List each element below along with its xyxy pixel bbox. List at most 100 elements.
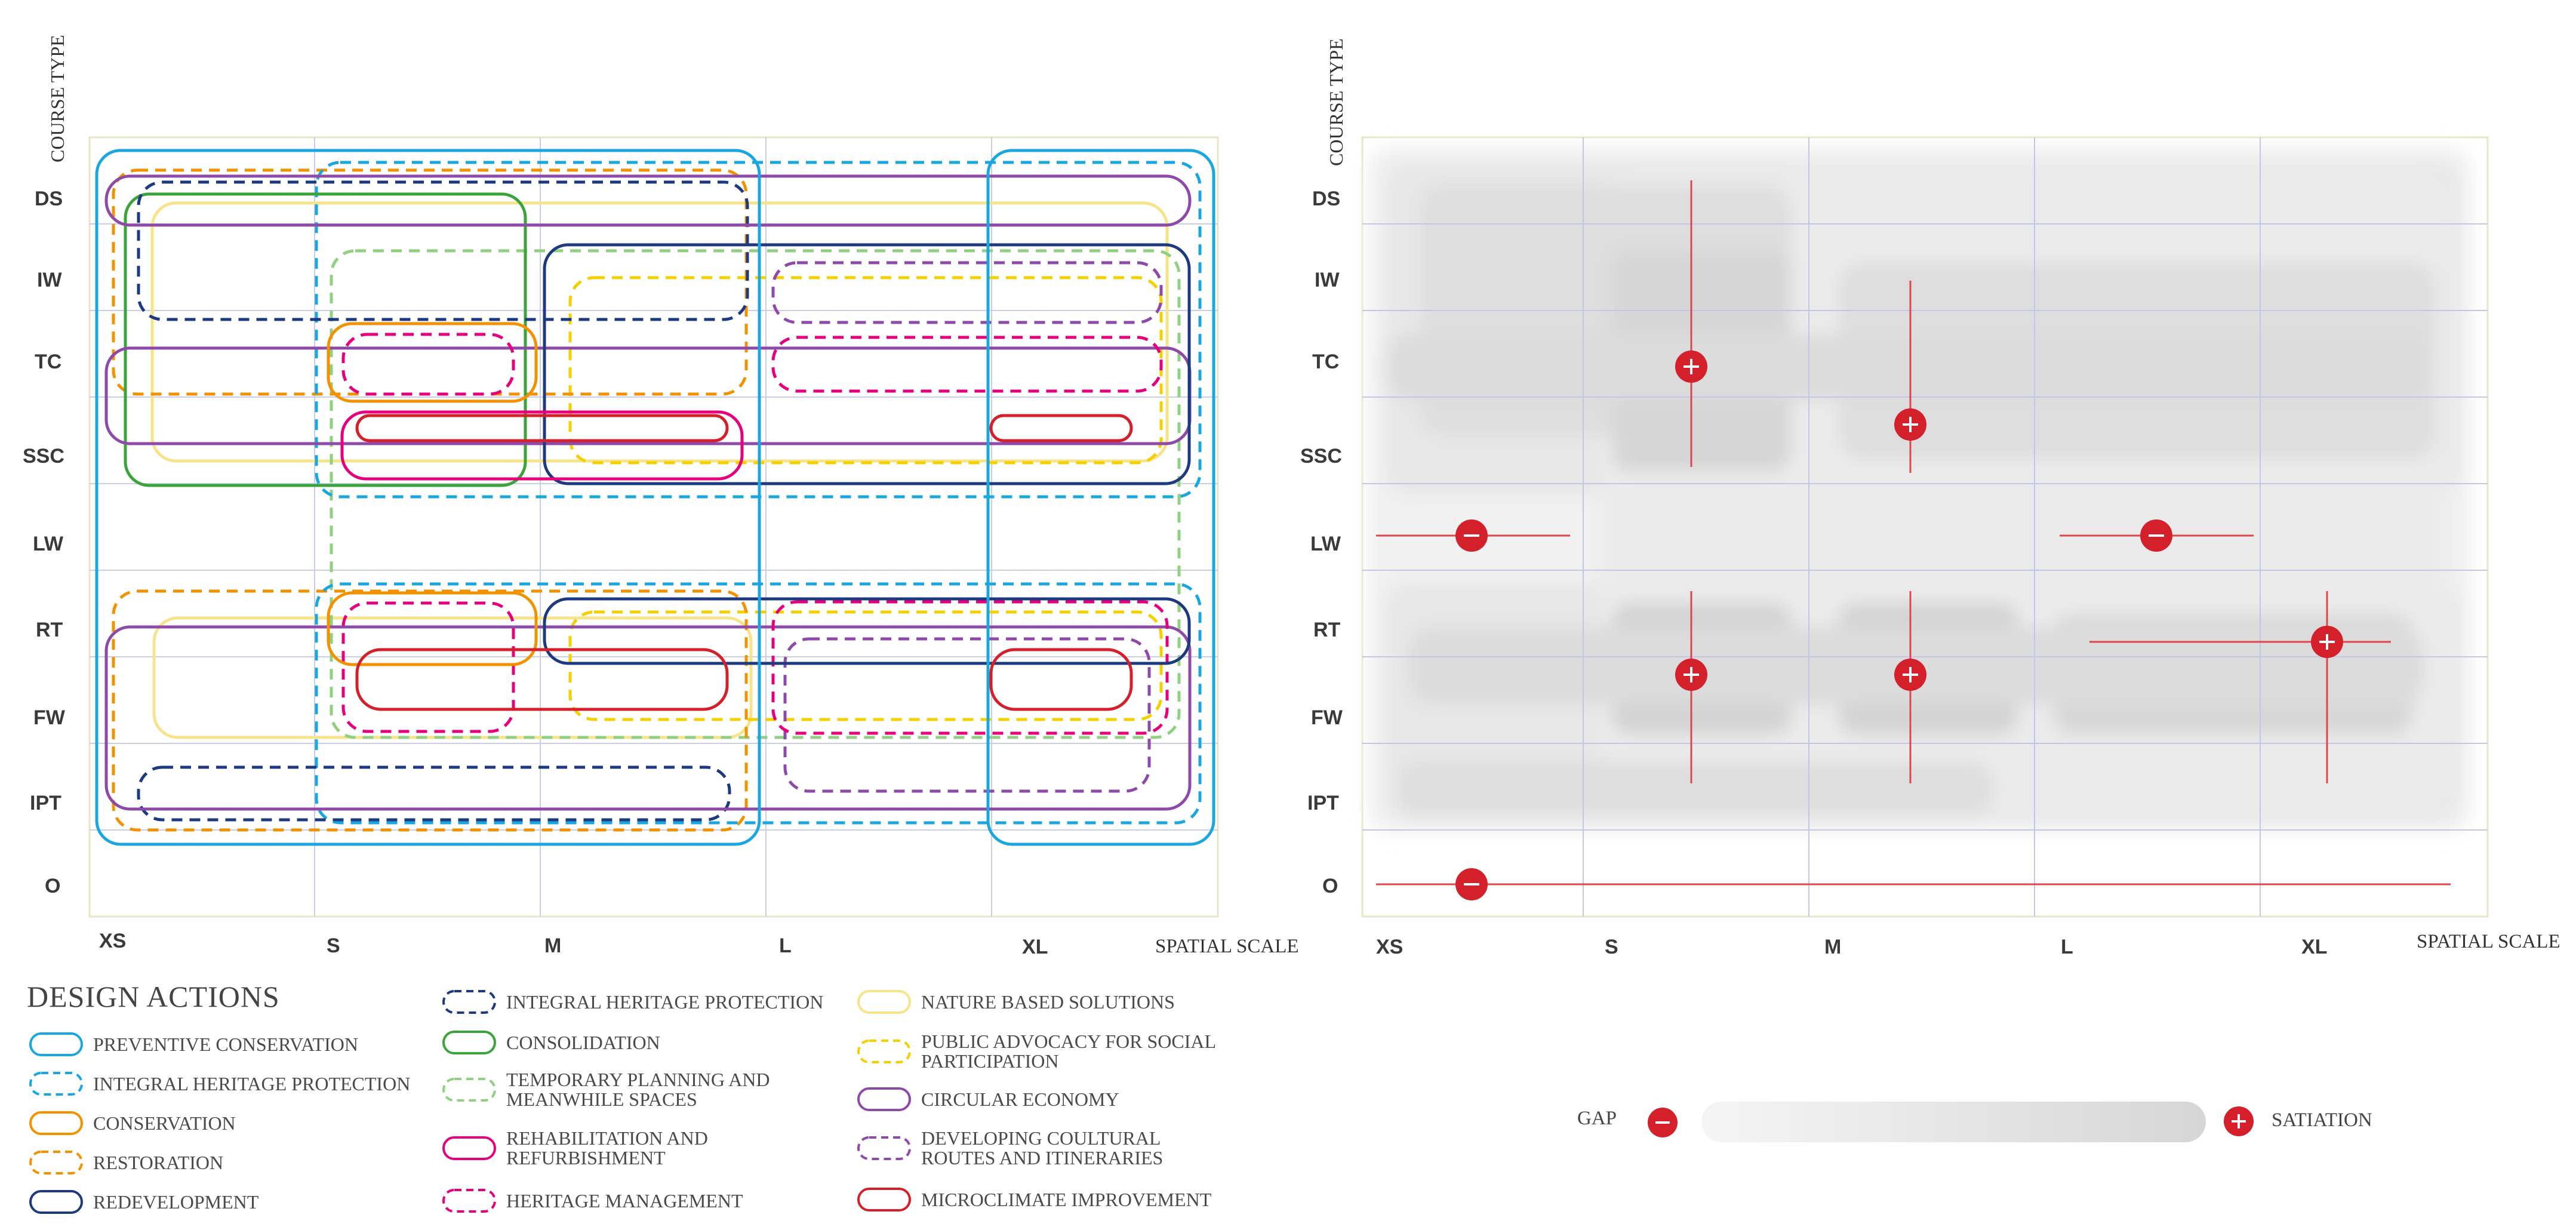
right-x-tick: S	[1605, 936, 1618, 958]
legend-label: HERITAGE MANAGEMENT	[506, 1189, 743, 1211]
shape-conservation	[327, 322, 538, 403]
left-y-tick: TC	[35, 350, 62, 373]
legend-label: INTEGRAL HERITAGE PROTECTION	[506, 991, 824, 1013]
legend-swatch	[442, 990, 496, 1014]
shape-integral-heritage-navy	[137, 180, 749, 321]
design-action-shapes	[95, 149, 1215, 846]
legend-item: RESTORATION	[29, 1150, 223, 1175]
legend-label: PUBLIC ADVOCACY FOR SOCIAL PARTICIPATION	[921, 1031, 1215, 1072]
legend-item: REDEVELOPMENT	[29, 1189, 258, 1214]
right-y-tick: IPT	[1307, 792, 1339, 814]
shape-heritage-mgmt-tc2	[341, 333, 515, 396]
right-y-tick: FW	[1311, 706, 1343, 729]
satiation-marker	[1675, 350, 1707, 383]
legend-label: DEVELOPING COULTURAL ROUTES AND ITINERAR…	[921, 1127, 1164, 1168]
shape-redevelopment	[543, 243, 1191, 485]
legend-label: CONSOLIDATION	[506, 1031, 660, 1053]
legend-item: PUBLIC ADVOCACY FOR SOCIAL PARTICIPATION	[857, 1032, 1220, 1071]
legend-item: MICROCLIMATE IMPROVEMENT	[857, 1187, 1211, 1212]
left-y-tick: IW	[37, 269, 62, 291]
gap-label: GAP	[1577, 1108, 1617, 1129]
satiation-legend-marker	[2224, 1106, 2254, 1136]
left-y-tick: RT	[36, 619, 63, 641]
left-x-tick: S	[327, 934, 340, 957]
legend-swatch	[29, 1072, 83, 1096]
shape-preventive-conservation	[95, 149, 761, 846]
gap-marker	[1455, 519, 1488, 552]
right-y-tick: IW	[1315, 269, 1340, 291]
legend-label: REDEVELOPMENT	[93, 1191, 259, 1213]
markers	[1455, 350, 2343, 900]
legend-title: DESIGN ACTIONS	[27, 980, 280, 1013]
legend-item: PREVENTIVE CONSERVATION	[29, 1032, 358, 1057]
legend-item: REHABILITATION AND REFURBISHMENT	[442, 1128, 757, 1168]
gap-marker	[1455, 868, 1488, 900]
legend-swatch	[29, 1190, 83, 1214]
legend-label: TEMPORARY PLANNING AND MEANWHILE SPACES	[506, 1069, 770, 1110]
shape-heritage-mgmt-rt	[341, 601, 515, 733]
shape-public-advocacy-2	[568, 610, 1163, 721]
right-y-tick: RT	[1313, 619, 1341, 641]
legend-item: HERITAGE MANAGEMENT	[442, 1188, 743, 1213]
satiation-label: SATIATION	[2272, 1109, 2372, 1131]
gap-legend-marker	[1648, 1108, 1678, 1137]
right-y-tick: O	[1322, 875, 1338, 897]
left-y-tick: SSC	[23, 445, 64, 468]
legend-swatch	[857, 990, 911, 1014]
right-x-tick: XL	[2301, 936, 2328, 958]
left-y-axis-title: COURSE TYPE	[47, 35, 68, 162]
shape-routes-iw	[771, 261, 1163, 324]
legend-item: INTEGRAL HERITAGE PROTECTION	[442, 989, 823, 1014]
left-x-tick: XL	[1022, 936, 1048, 958]
legend-swatch	[29, 1032, 83, 1056]
shape-microclimate-3	[355, 648, 729, 711]
legend-swatch	[857, 1040, 911, 1063]
left-x-tick: M	[544, 934, 562, 957]
legend-swatch	[857, 1087, 911, 1111]
legend-item: CIRCULAR ECONOMY	[857, 1087, 1119, 1112]
legend-item: DEVELOPING COULTURAL ROUTES AND ITINERAR…	[857, 1128, 1196, 1168]
legend-label: NATURE BASED SOLUTIONS	[921, 991, 1175, 1013]
right-grid	[1362, 137, 2488, 917]
shape-microclimate-2	[989, 414, 1133, 442]
shape-preventive-conservation-2	[986, 149, 1215, 846]
left-y-tick: FW	[33, 706, 65, 729]
shape-routes-rt	[783, 637, 1151, 793]
left-chart-frame	[88, 136, 1219, 918]
legend-item: TEMPORARY PLANNING AND MEANWHILE SPACES	[442, 1070, 817, 1109]
legend-swatch	[442, 1189, 496, 1213]
shape-consolidation	[124, 192, 527, 487]
shape-redevelopment-2	[543, 597, 1191, 665]
legend-swatch	[442, 1078, 496, 1102]
shape-integral-heritage-navy-2	[137, 765, 731, 822]
legend-swatch	[857, 1188, 911, 1211]
legend-swatch	[29, 1151, 83, 1174]
legend-swatch	[857, 1136, 911, 1160]
legend-swatch	[442, 1031, 496, 1054]
legend-item: NATURE BASED SOLUTIONS	[857, 989, 1175, 1014]
left-y-tick: O	[45, 875, 61, 897]
legend-item: CONSERVATION	[29, 1111, 236, 1136]
left-x-tick: XS	[99, 930, 127, 952]
right-y-axis-title: COURSE TYPE	[1325, 38, 1347, 166]
satiation-marker	[2311, 626, 2343, 658]
right-y-tick: DS	[1312, 187, 1341, 210]
shape-restoration-2	[112, 589, 748, 832]
shape-heritage-mgmt-tc	[771, 336, 1163, 393]
legend-swatch	[29, 1111, 83, 1135]
right-x-tick: M	[1824, 936, 1842, 958]
legend-label: PREVENTIVE CONSERVATION	[93, 1033, 358, 1055]
legend-label: RESTORATION	[93, 1151, 224, 1173]
density-heatmap	[1367, 146, 2472, 833]
legend-label: REHABILITATION AND REFURBISHMENT	[506, 1127, 708, 1168]
shape-circular-economy-ds	[104, 174, 1192, 227]
gap-marker	[2140, 519, 2172, 552]
shape-microclimate-4	[989, 648, 1133, 711]
shape-conservation-2	[327, 591, 538, 666]
right-y-tick: SSC	[1300, 445, 1342, 468]
shape-circular-economy-rt	[104, 625, 1192, 811]
right-y-tick: TC	[1312, 350, 1340, 373]
right-y-tick: LW	[1310, 533, 1341, 555]
